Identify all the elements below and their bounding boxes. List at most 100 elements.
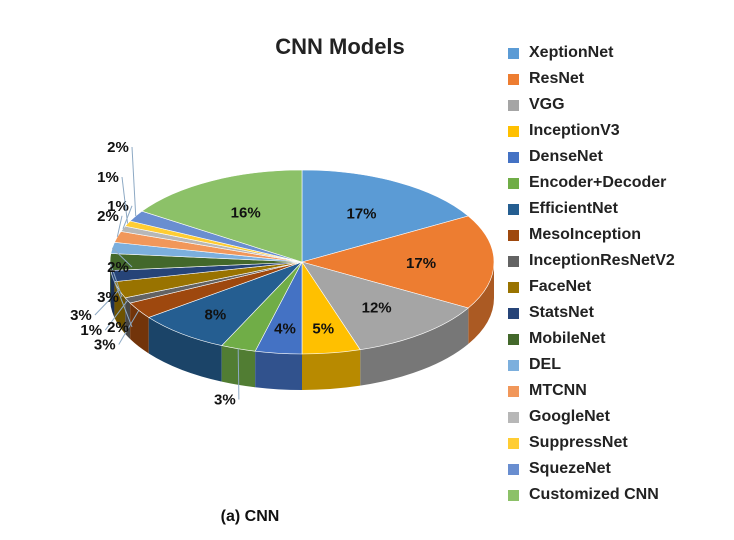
label-leader-suppressnet [121,176,129,224]
legend-swatch [508,99,519,111]
data-label-customized-cnn: 16% [231,205,261,222]
legend-swatch [508,151,519,163]
legend-label: InceptionV3 [529,122,620,139]
legend-label: MobileNet [529,330,606,347]
legend-item-del: DEL [508,352,675,378]
legend-item-mobilenet: MobileNet [508,326,675,352]
legend-swatch [508,255,519,267]
legend-label: DenseNet [529,148,603,165]
data-label-inceptionresnetv2: 1% [80,322,102,339]
pie-wall-inceptionresnetv2 [125,297,131,340]
data-label-del: 2% [107,259,129,276]
legend-item-densenet: DenseNet [508,144,675,170]
legend-label: FaceNet [529,278,592,295]
legend-label: Customized CNN [529,486,659,503]
legend-item-statsnet: StatsNet [508,300,675,326]
legend-label: DEL [529,356,561,373]
data-label-efficientnet: 8% [204,307,226,324]
label-leader-mtcnn [116,215,123,237]
data-label-squezenet: 2% [107,139,129,156]
legend-item-customized-cnn: Customized CNN [508,482,675,508]
legend-item-facenet: FaceNet [508,274,675,300]
pie-slice-xeptionnet [301,169,469,263]
legend-label: XeptionNet [529,44,614,61]
pie-slice-efficientnet [148,261,303,346]
legend-swatch [508,411,519,423]
legend-item-googlenet: GoogleNet [508,404,675,430]
pie-wall-mobilenet [110,262,111,307]
data-label-statsnet: 2% [107,319,129,336]
legend-swatch [508,203,519,215]
label-leader-statsnet [111,275,133,328]
legend-swatch [508,385,519,397]
data-label-densenet: 4% [274,321,296,338]
legend-label: InceptionResNetV2 [529,252,675,269]
legend-item-encoder-decoder: Encoder+Decoder [508,170,675,196]
data-label-facenet: 3% [70,307,92,324]
data-label-inceptionv3: 5% [312,320,334,337]
legend-label: MTCNN [529,382,587,399]
legend-item-efficientnet: EfficientNet [508,196,675,222]
chart-caption: (a) CNN [220,508,280,525]
label-leader-googlenet [122,205,133,229]
legend-label: EfficientNet [529,200,618,217]
data-label-mtcnn: 2% [97,208,119,225]
legend-swatch [508,73,519,85]
chart-title: CNN Models [275,34,405,59]
pie-slice-vgg [301,261,469,350]
pie-wall-mesoinception [130,303,149,354]
legend-swatch [508,463,519,475]
data-label-mobilenet: 3% [97,289,119,306]
data-label-suppressnet: 1% [97,169,119,186]
pie-wall-vgg [360,308,469,386]
legend-item-inceptionresnetv2: InceptionResNetV2 [508,248,675,274]
legend-item-resnet: ResNet [508,66,675,92]
legend-item-mesoinception: MesoInception [508,222,675,248]
legend-label: Encoder+Decoder [529,174,667,191]
data-label-vgg: 12% [362,299,392,316]
legend-item-squezenet: SquezeNet [508,456,675,482]
legend-label: SuppressNet [529,434,628,451]
data-label-googlenet: 1% [107,198,129,215]
legend-label: SquezeNet [529,460,611,477]
pie-wall-inceptionv3 [302,349,361,390]
legend-swatch [508,437,519,449]
legend-swatch [508,281,519,293]
legend-item-suppressnet: SuppressNet [508,430,675,456]
legend-swatch [508,47,519,59]
pie-wall-efficientnet [148,317,222,382]
legend-label: VGG [529,96,565,113]
label-leader-squezenet [131,146,137,217]
legend-swatch [508,177,519,189]
legend-swatch [508,489,519,501]
label-leader-del [111,247,133,268]
label-leader-mobilenet [109,261,123,298]
data-label-mesoinception: 3% [94,336,116,353]
data-label-xeptionnet: 17% [347,206,377,223]
data-label-encoder-decoder: 3% [214,391,236,408]
legend-swatch [508,333,519,345]
legend-label: ResNet [529,70,585,87]
data-label-resnet: 17% [406,255,436,272]
legend-swatch [508,125,519,137]
legend-item-inceptionv3: InceptionV3 [508,118,675,144]
legend-swatch [508,229,519,241]
legend: XeptionNet ResNet VGG InceptionV3 DenseNet En… [508,40,675,508]
legend-item-xeptionnet: XeptionNet [508,40,675,66]
legend-item-mtcnn: MTCNN [508,378,675,404]
legend-label: MesoInception [529,226,642,243]
legend-item-vgg: VGG [508,92,675,118]
label-leader-mesoinception [118,310,140,345]
pie-slice-resnet [300,215,495,309]
legend-swatch [508,359,519,371]
pie-wall-statsnet [110,270,115,318]
legend-swatch [508,307,519,319]
legend-label: GoogleNet [529,408,610,425]
label-leader-encoder-decoder [237,348,240,400]
label-leader-facenet [94,289,120,316]
pie-wall-resnet [468,262,494,344]
pie-slice-customized-cnn [141,169,303,263]
pie-wall-densenet [255,351,302,390]
